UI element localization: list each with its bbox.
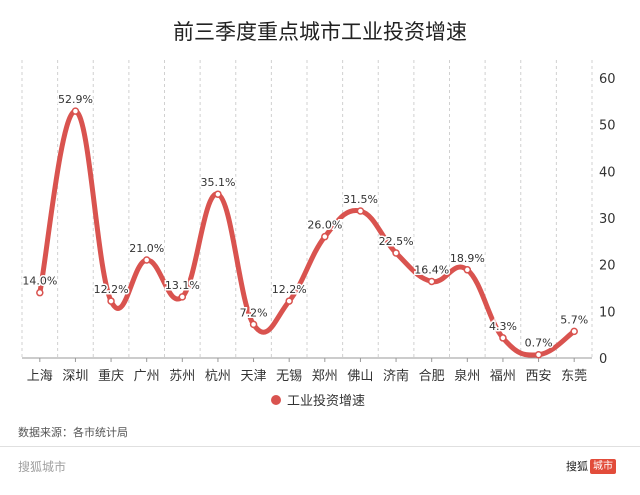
data-label: 35.1% xyxy=(200,176,235,189)
x-tick-label: 泉州 xyxy=(454,368,480,384)
data-source: 数据来源：各市统计局 xyxy=(18,426,128,439)
data-label: 26.0% xyxy=(307,219,342,232)
legend: 工业投资增速 xyxy=(271,393,365,409)
data-point xyxy=(214,190,222,198)
x-tick-label: 杭州 xyxy=(205,369,231,384)
data-label: 12.2% xyxy=(272,283,307,296)
data-point xyxy=(321,232,329,241)
x-tick-label: 郑州 xyxy=(312,369,338,384)
data-label: 13.1% xyxy=(165,279,200,292)
data-point xyxy=(71,107,80,115)
line-chart: 前三季度重点城市工业投资增速 上海 深圳 重庆 广州 苏州 杭州 天津 无锡 郑州 佛山 济南 合肥泉… xyxy=(21,20,616,409)
data-label: 22.5% xyxy=(379,235,414,248)
data-label: 12.2% xyxy=(94,283,129,296)
x-tick-label: 苏州 xyxy=(169,368,195,384)
x-tick-label: 合肥 xyxy=(419,369,445,384)
x-tick-label: 济南 xyxy=(383,368,409,384)
legend-label: 工业投资增速 xyxy=(287,393,365,409)
data-point xyxy=(570,327,578,336)
data-point xyxy=(178,293,187,301)
data-label: 5.7% xyxy=(560,313,588,326)
data-label: 16.4% xyxy=(414,263,449,276)
y-tick-label: 10 xyxy=(599,305,616,320)
y-tick-label: 30 xyxy=(599,212,616,227)
x-tick-label: 重庆 xyxy=(98,368,124,384)
y-tick-label: 20 xyxy=(599,259,616,274)
footer-site-name: 搜狐城市 xyxy=(18,460,67,474)
y-tick-label: 40 xyxy=(599,165,616,180)
data-label: 0.7% xyxy=(525,337,553,350)
y-tick-label: 60 xyxy=(599,72,616,87)
chart-title: 前三季度重点城市工业投资增速 xyxy=(173,20,467,44)
x-tick-label: 东莞 xyxy=(561,369,587,384)
data-label: 18.9% xyxy=(450,252,485,265)
data-label: 52.9% xyxy=(58,93,93,106)
x-tick-label: 深圳 xyxy=(62,369,88,384)
data-point xyxy=(142,256,151,264)
x-tick-label: 福州 xyxy=(490,369,516,384)
footer-brand-logo: 搜狐 城市 xyxy=(566,458,616,474)
data-point xyxy=(392,249,400,257)
x-tick-label: 上海 xyxy=(27,369,53,384)
data-label: 7.2% xyxy=(240,306,268,319)
x-tick-label: 无锡 xyxy=(276,369,302,384)
data-point xyxy=(249,320,258,329)
data-label: 21.0% xyxy=(129,242,164,255)
data-point xyxy=(427,277,436,286)
data-point xyxy=(499,334,507,342)
data-label: 31.5% xyxy=(343,193,378,206)
brand-badge: 城市 xyxy=(590,458,616,474)
data-label: 4.3% xyxy=(489,320,517,333)
data-point xyxy=(356,207,365,215)
data-point xyxy=(285,297,293,305)
data-point xyxy=(36,288,44,297)
x-tick-label: 天津 xyxy=(241,369,267,384)
x-tick-label: 佛山 xyxy=(347,369,373,384)
brand-name: 搜狐 xyxy=(566,460,588,473)
data-point xyxy=(463,266,472,274)
footer-divider xyxy=(0,446,640,447)
x-tick-label: 广州 xyxy=(134,369,160,384)
y-tick-label: 50 xyxy=(599,119,616,134)
legend-marker xyxy=(271,395,281,405)
data-point xyxy=(107,297,115,305)
x-tick-label: 西安 xyxy=(526,369,552,384)
y-tick-label: 0 xyxy=(599,352,607,367)
data-point xyxy=(534,350,543,359)
data-label: 14.0% xyxy=(22,275,57,288)
